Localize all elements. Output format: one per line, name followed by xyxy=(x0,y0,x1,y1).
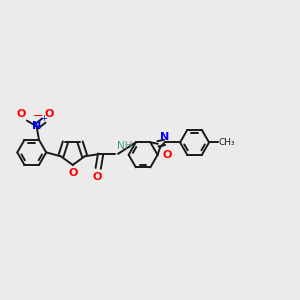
Text: O: O xyxy=(68,168,77,178)
Text: CH₃: CH₃ xyxy=(219,138,235,147)
Text: N: N xyxy=(32,122,41,131)
Text: NH: NH xyxy=(117,142,132,152)
Text: +: + xyxy=(40,115,47,124)
Text: O: O xyxy=(16,109,26,118)
Text: O: O xyxy=(93,172,102,182)
Text: N: N xyxy=(160,132,169,142)
Text: O: O xyxy=(45,109,54,118)
Text: −: − xyxy=(33,110,43,123)
Text: O: O xyxy=(162,151,171,160)
